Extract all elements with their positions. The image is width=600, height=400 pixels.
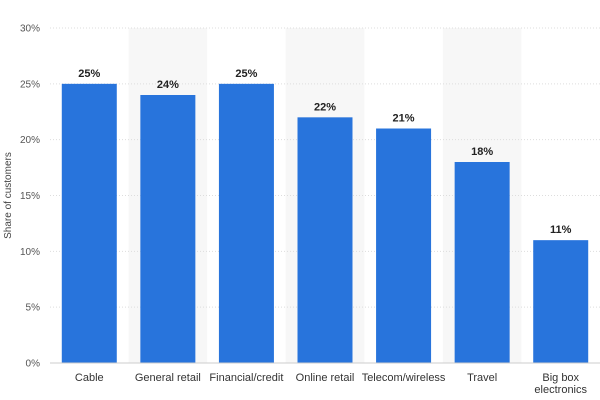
data-label: 22% [314, 101, 336, 113]
bar [376, 128, 432, 363]
bar [61, 83, 117, 363]
bars [61, 83, 589, 363]
y-tick-label: 15% [20, 191, 40, 202]
category-label: Online retail [296, 372, 355, 384]
bar [218, 83, 274, 363]
y-axis-ticks: 0% 5% 10% 15% 20% 25% 30% [20, 24, 40, 370]
bar [140, 95, 196, 363]
category-label: Big box electronics [534, 372, 587, 396]
data-label: 18% [471, 146, 493, 158]
category-label: Telecom/wireless [362, 372, 446, 384]
category-label: Financial/credit [209, 372, 283, 384]
data-labels: 25% 24% 25% 22% 21% 18% 11% [78, 68, 571, 236]
y-tick-label: 30% [20, 24, 40, 35]
data-label: 24% [157, 79, 179, 91]
data-label: 25% [235, 68, 257, 80]
y-tick-label: 10% [20, 247, 40, 258]
y-axis-title: Share of customers [3, 152, 14, 239]
bar [454, 162, 510, 363]
category-label: Cable [75, 372, 104, 384]
y-tick-label: 20% [20, 135, 40, 146]
bar [533, 240, 589, 363]
y-tick-label: 5% [26, 303, 41, 314]
y-tick-label: 0% [26, 359, 41, 370]
x-axis-labels: Cable General retail Financial/credit Onlin… [75, 372, 588, 396]
data-label: 11% [550, 224, 572, 236]
y-tick-label: 25% [20, 79, 40, 90]
data-label: 21% [393, 113, 415, 125]
category-label: Travel [467, 372, 497, 384]
category-label: General retail [135, 372, 201, 384]
bar [297, 117, 353, 363]
data-label: 25% [78, 68, 100, 80]
